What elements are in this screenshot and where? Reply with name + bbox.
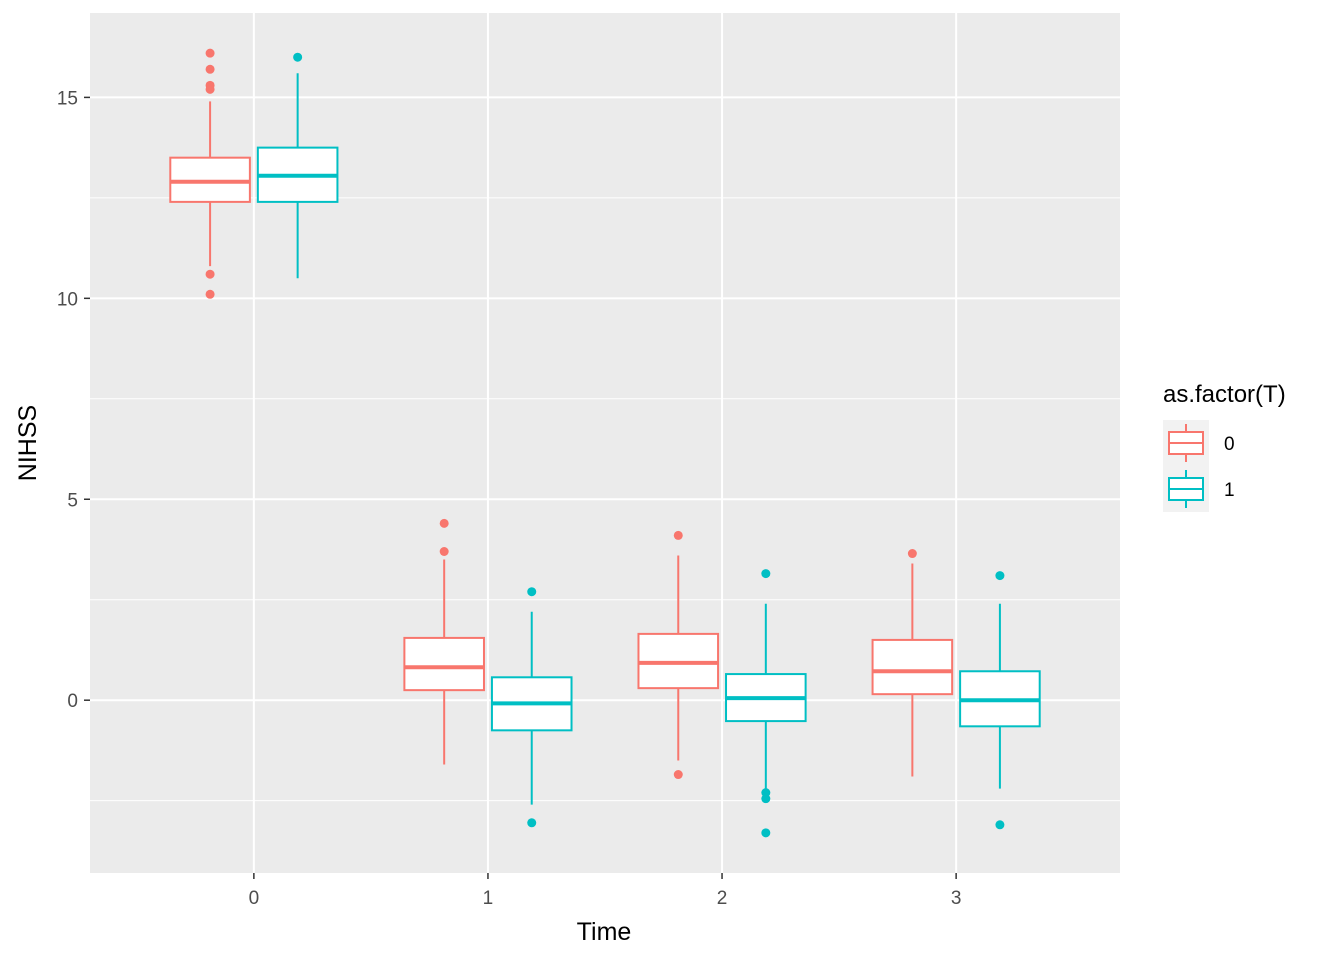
y-axis: 0 5 10 15 — [57, 88, 90, 712]
outlier-point — [527, 818, 537, 828]
legend-item-0: 0 — [1163, 420, 1235, 466]
outlier-point — [995, 820, 1005, 830]
box-series-0-time-1 — [403, 518, 485, 765]
y-tick-label: 0 — [67, 691, 78, 712]
x-tick-label: 2 — [717, 888, 728, 909]
outlier-point — [761, 828, 771, 838]
y-axis-title: NIHSS — [14, 405, 42, 481]
outlier-point — [673, 770, 683, 780]
outlier-point — [205, 289, 215, 299]
box-series-1-time-0 — [256, 52, 339, 279]
outlier-point — [205, 84, 215, 94]
outlier-point — [673, 530, 683, 540]
outlier-point — [205, 64, 215, 74]
x-tick-label: 0 — [249, 888, 260, 909]
box-layer — [169, 48, 1041, 838]
outlier-point — [761, 794, 771, 804]
box-iqr — [169, 156, 251, 203]
legend-item-1: 1 — [1163, 466, 1235, 512]
y-tick-label: 15 — [57, 88, 78, 109]
outlier-point — [439, 518, 449, 528]
y-tick-label: 10 — [57, 289, 78, 310]
box-series-1-time-3 — [959, 571, 1041, 830]
plot-panel — [90, 13, 1120, 873]
box-series-0-time-0 — [169, 48, 251, 299]
x-axis: 0 1 2 3 — [249, 873, 962, 909]
box-iqr — [871, 638, 954, 696]
outlier-point — [907, 549, 917, 559]
outlier-point — [995, 571, 1005, 581]
outlier-point — [205, 269, 215, 279]
legend: as.factor(T) 01 — [1163, 381, 1286, 512]
x-axis-title: Time — [577, 918, 632, 946]
outlier-point — [205, 48, 215, 58]
x-tick-label: 1 — [483, 888, 494, 909]
legend-label: 1 — [1224, 480, 1235, 501]
box-series-1-time-1 — [490, 587, 573, 828]
box-series-0-time-2 — [637, 530, 720, 780]
box-series-0-time-3 — [871, 549, 954, 777]
outlier-point — [439, 547, 449, 557]
grid-lines — [90, 13, 1120, 873]
y-tick-label: 5 — [67, 490, 78, 511]
legend-keys: 01 — [1163, 420, 1235, 512]
box-iqr — [403, 636, 485, 692]
box-series-1-time-2 — [725, 569, 807, 838]
outlier-point — [527, 587, 537, 597]
outlier-point — [293, 52, 303, 62]
legend-title: as.factor(T) — [1163, 381, 1286, 408]
legend-label: 0 — [1224, 434, 1235, 455]
outlier-point — [761, 569, 771, 579]
x-tick-label: 3 — [951, 888, 962, 909]
